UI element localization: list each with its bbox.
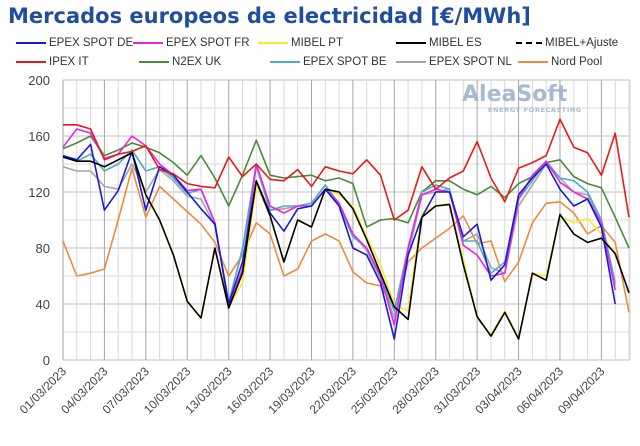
legend-label: IPEX IT xyxy=(49,56,89,68)
legend-swatch xyxy=(258,42,288,44)
legend-label: Nord Pool xyxy=(551,56,603,68)
legend-label: MIBEL ES xyxy=(429,37,482,49)
series-line-nord-pool xyxy=(62,167,630,313)
legend-item-epex-spot-nl: EPEX SPOT NL xyxy=(396,56,512,68)
series-line-ipex-it xyxy=(63,118,630,221)
x-axis: 01/03/202304/03/202307/03/202310/03/2023… xyxy=(17,364,608,417)
legend-item-mibel-pt: MIBEL PT xyxy=(258,37,343,49)
legend-swatch xyxy=(270,61,300,63)
logo-text: AleaSoft xyxy=(462,82,568,107)
y-tick-label: 200 xyxy=(28,73,50,88)
y-tick-label: 0 xyxy=(43,353,50,368)
chart-title: Mercados europeos de electricidad [€/MWh… xyxy=(8,4,531,28)
legend-swatch xyxy=(16,42,46,44)
y-tick-label: 40 xyxy=(36,297,50,312)
legend-swatch xyxy=(133,42,163,44)
series-line-epex-spot-de xyxy=(62,143,616,340)
series-lines xyxy=(62,118,630,340)
legend-label: EPEX SPOT DE xyxy=(49,37,134,49)
legend-label: MIBEL PT xyxy=(291,37,343,49)
legend-swatch xyxy=(518,61,548,63)
legend-item-ipex-it: IPEX IT xyxy=(16,56,89,68)
legend-label: EPEX SPOT FR xyxy=(166,37,250,49)
legend-swatch xyxy=(139,61,169,63)
y-tick-label: 160 xyxy=(28,129,50,144)
y-axis: 0 40 80 120 160 200 xyxy=(28,73,50,368)
legend-label: N2EX UK xyxy=(172,56,222,68)
legend-item-nord-pool: Nord Pool xyxy=(518,56,602,68)
legend-item-epex-spot-de: EPEX SPOT DE xyxy=(16,37,133,49)
legend-label: EPEX SPOT NL xyxy=(429,56,512,68)
legend-item-epex-spot-fr: EPEX SPOT FR xyxy=(133,37,250,49)
legend-item-mibel-es: MIBEL ES xyxy=(396,37,482,49)
legend-label: EPEX SPOT BE xyxy=(303,56,387,68)
legend-item-epex-spot-be: EPEX SPOT BE xyxy=(270,56,387,68)
legend-swatch xyxy=(396,42,426,44)
y-tick-label: 120 xyxy=(28,185,50,200)
legend-label: MIBEL+Ajuste xyxy=(545,37,619,49)
logo-subtext: ENERGY FORECASTING xyxy=(488,106,582,114)
legend-swatch xyxy=(516,42,542,44)
legend-item-mibel-ajuste: MIBEL+Ajuste xyxy=(512,37,618,49)
legend-swatch xyxy=(16,61,46,63)
aleasoft-logo: AleaSoft ENERGY FORECASTING xyxy=(462,82,582,115)
legend-swatch xyxy=(396,61,426,63)
y-tick-label: 80 xyxy=(36,241,50,256)
series-line-epex-spot-fr xyxy=(62,128,616,326)
series-line-mibel-es xyxy=(62,152,630,340)
series-line-n2ex-uk xyxy=(62,135,630,249)
legend-item-n2ex-uk: N2EX UK xyxy=(139,56,221,68)
chart-legend: EPEX SPOT DE EPEX SPOT FR MIBEL PT MIBEL… xyxy=(0,34,640,74)
